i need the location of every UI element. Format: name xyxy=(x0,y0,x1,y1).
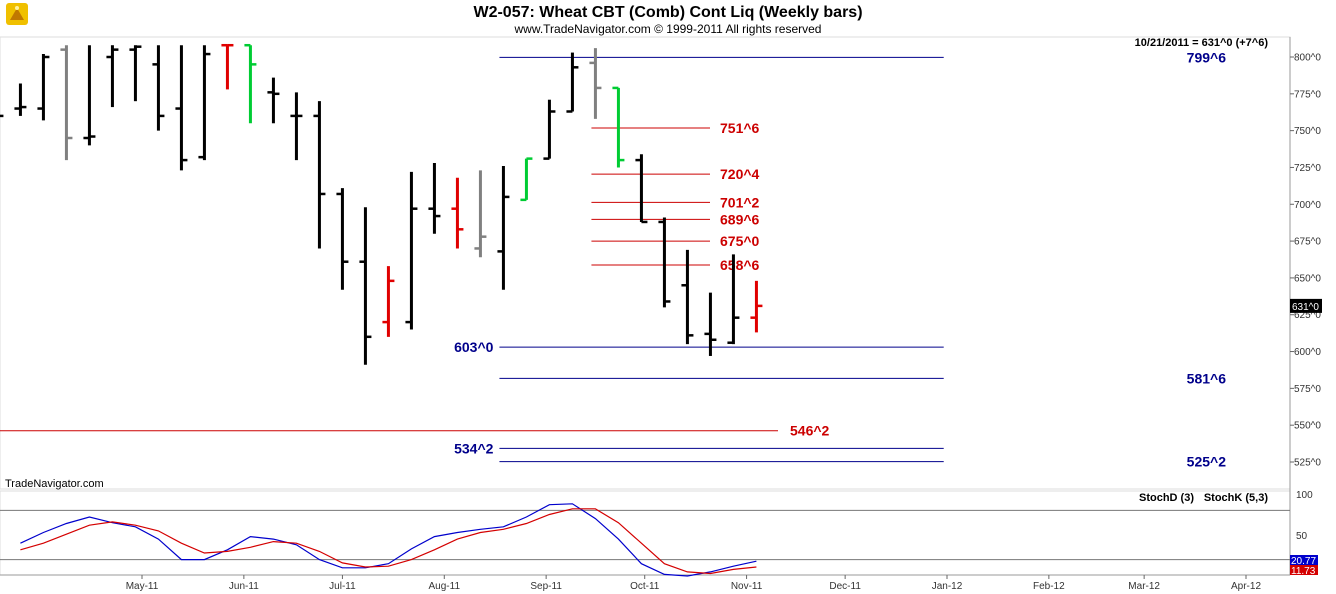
stoch-y-tick-label: 100 xyxy=(1296,490,1313,501)
level-label: 689^6 xyxy=(720,211,760,227)
x-tick-label: Dec-11 xyxy=(829,581,861,592)
x-axis: May-11 Jun-11 Jul-11 Aug-11 Sep-11 Oct-11 Nov-… xyxy=(126,575,1261,592)
copyright-text: www.TradeNavigator.com © 1999-2011 All r… xyxy=(514,22,822,36)
x-tick-label: Apr-12 xyxy=(1231,581,1261,592)
legend-stoch-k: StochK (5,3) xyxy=(1204,492,1269,504)
y-tick-label: 800^0 xyxy=(1294,53,1321,64)
x-tick-label: Sep-11 xyxy=(530,581,562,592)
level-label: 799^6 xyxy=(1187,49,1227,65)
last-price-label: 631^0 xyxy=(1292,302,1319,313)
x-tick-label: May-11 xyxy=(126,581,159,592)
x-tick-label: Mar-12 xyxy=(1128,581,1160,592)
x-tick-label: Jan-12 xyxy=(932,581,963,592)
last-price-box xyxy=(1290,298,1322,313)
level-label: 751^6 xyxy=(720,120,760,136)
x-tick-label: Nov-11 xyxy=(731,581,763,592)
level-label: 603^0 xyxy=(454,339,494,355)
stoch-d-line xyxy=(20,508,757,575)
level-label: 675^0 xyxy=(720,233,760,249)
y-tick-label: 725^0 xyxy=(1294,163,1321,174)
level-label: 720^4 xyxy=(720,166,760,182)
price-readout: 10/21/2011 = 631^0 (+7^6) xyxy=(1135,37,1269,49)
y-tick-label: 600^0 xyxy=(1294,347,1321,358)
stoch-k-line xyxy=(20,503,757,577)
level-label: 701^2 xyxy=(720,194,760,210)
stoch-d-value: 11.73 xyxy=(1291,566,1316,577)
stoch-k-value: 20.77 xyxy=(1291,556,1316,567)
y-tick-label: 700^0 xyxy=(1294,200,1321,211)
y-tick-label: 525^0 xyxy=(1294,458,1321,469)
level-label: 581^6 xyxy=(1187,370,1227,386)
level-label: 525^2 xyxy=(1187,454,1227,470)
price-bars xyxy=(0,43,763,365)
level-label: 534^2 xyxy=(454,440,494,456)
x-tick-label: Feb-12 xyxy=(1033,581,1065,592)
y-tick-label: 750^0 xyxy=(1294,126,1321,137)
price-y-axis: 800^0 775^0 750^0 725^0 700^0 675^0 650^0 625^0… xyxy=(1290,53,1322,469)
x-tick-label: Oct-11 xyxy=(630,581,660,592)
stoch-k-value-box xyxy=(1290,555,1318,565)
level-label: 658^6 xyxy=(720,257,760,273)
legend-stoch-d: StochD (3) xyxy=(1139,492,1194,504)
trade-navigator-logo-icon xyxy=(6,3,28,25)
chart-title: W2-057: Wheat CBT (Comb) Cont Liq (Weekl… xyxy=(473,4,862,21)
y-tick-label: 675^0 xyxy=(1294,237,1321,248)
stoch-panel xyxy=(0,490,1291,576)
y-tick-label: 575^0 xyxy=(1294,384,1321,395)
x-tick-label: Aug-11 xyxy=(429,581,461,592)
x-tick-label: Jul-11 xyxy=(329,581,356,592)
y-tick-label: 550^0 xyxy=(1294,421,1321,432)
price-panel xyxy=(0,36,1291,490)
x-tick-label: Jun-11 xyxy=(229,581,259,592)
level-label: 546^2 xyxy=(790,423,830,439)
stoch-d-value-box xyxy=(1290,565,1318,575)
watermark: TradeNavigator.com xyxy=(5,478,104,490)
y-tick-label: 650^0 xyxy=(1294,273,1321,284)
stoch-y-tick-label: 50 xyxy=(1296,531,1308,542)
y-tick-label: 775^0 xyxy=(1294,89,1321,100)
y-tick-label: 625^0 xyxy=(1294,310,1321,321)
